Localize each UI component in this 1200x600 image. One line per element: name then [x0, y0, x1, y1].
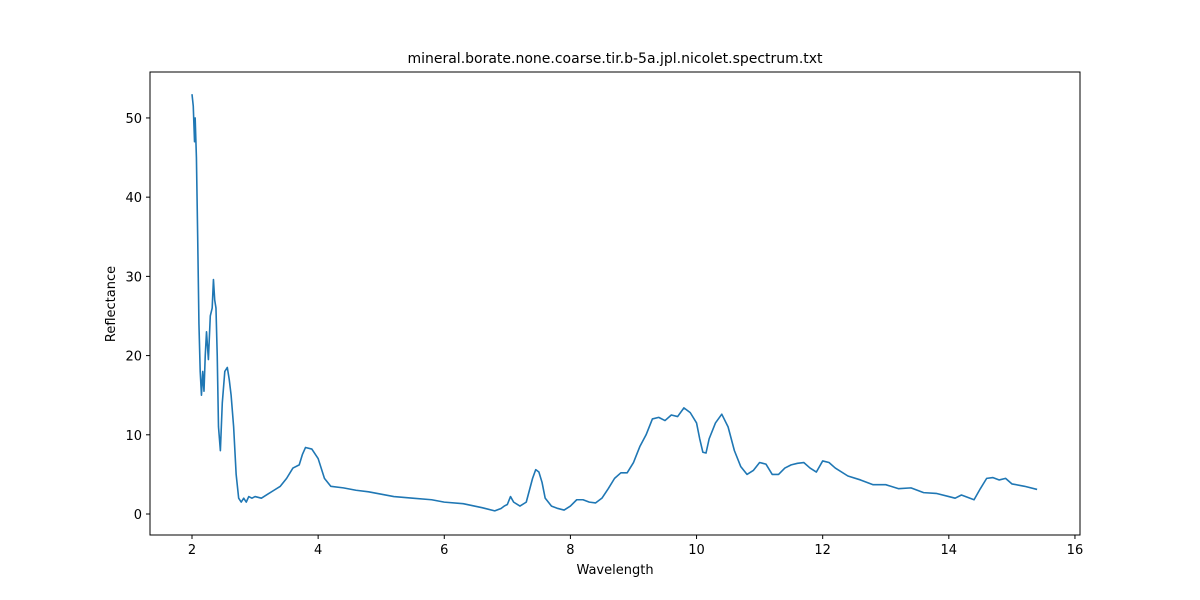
y-tick-label: 50	[125, 112, 142, 127]
x-tick-label: 12	[814, 543, 831, 558]
x-tick-label: 4	[314, 543, 322, 558]
y-tick-label: 40	[125, 191, 142, 206]
x-tick-label: 8	[566, 543, 574, 558]
x-tick-label: 10	[688, 543, 705, 558]
x-axis-label: Wavelength	[576, 563, 653, 578]
y-axis-label: Reflectance	[104, 266, 119, 342]
y-tick-label: 30	[125, 270, 142, 285]
y-tick-label: 20	[125, 350, 142, 365]
chart-title: mineral.borate.none.coarse.tir.b-5a.jpl.…	[407, 51, 823, 67]
x-tick-label: 16	[1067, 543, 1084, 558]
x-tick-label: 2	[188, 543, 196, 558]
spectrum-line	[191, 94, 1038, 512]
x-tick-label: 6	[440, 543, 448, 558]
y-tick-label: 10	[125, 429, 142, 444]
x-tick-label: 14	[941, 543, 958, 558]
plot-frame	[149, 71, 1081, 536]
y-tick-label: 0	[134, 508, 142, 523]
